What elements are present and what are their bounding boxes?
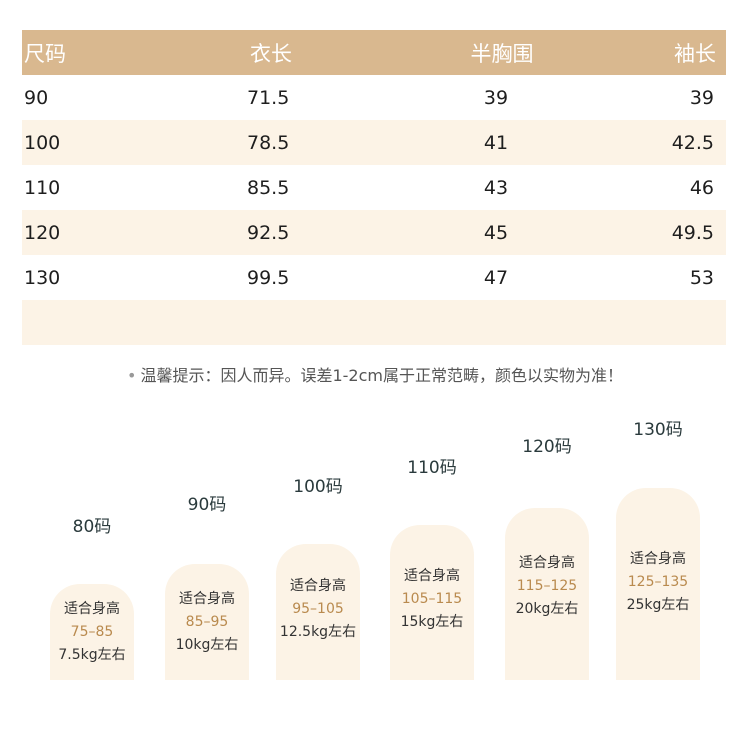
weight-value: 7.5kg左右 [58,647,126,663]
cell-sleeve: 39 [689,86,714,109]
header-sleeve: 袖长 [674,41,716,66]
cell-size: 110 [24,176,61,199]
cell-chest: 47 [483,266,509,289]
height-range: 95–105 [292,601,344,617]
size-pillar: 适合身高 105–115 15kg左右 [390,525,474,680]
header-length: 衣长 [250,41,292,66]
height-range: 75–85 [70,624,114,640]
table-row: 100 78.5 41 42.5 [22,120,726,165]
tip-text: 温馨提示：因人而异。误差1-2cm属于正常范畴，颜色以实物为准！ [140,366,623,385]
fit-height-label: 适合身高 [179,591,235,607]
cell-length: 85.5 [247,176,290,199]
bullet-dot: • [127,366,137,385]
pillar-text: 适合身高 75–85 7.5kg左右 [50,598,134,667]
table-row: 130 99.5 47 53 [22,255,726,300]
cell-chest: 43 [483,176,509,199]
pillar-text: 适合身高 115–125 20kg左右 [505,552,589,621]
weight-value: 12.5kg左右 [279,624,357,640]
pillar-text: 适合身高 105–115 15kg左右 [390,565,474,634]
height-range: 105–115 [401,591,463,607]
size-label: 120码 [522,437,572,457]
fit-height-label: 适合身高 [64,601,120,617]
pillar-text: 适合身高 85–95 10kg左右 [165,588,249,657]
fit-height-label: 适合身高 [290,578,346,594]
header-size: 尺码 [24,41,66,66]
size-guide-column: 80码 适合身高 75–85 7.5kg左右 [50,512,134,680]
cell-size: 120 [24,221,61,244]
fit-height-label: 适合身高 [404,568,460,584]
cell-chest: 39 [483,86,509,109]
cell-length: 71.5 [247,86,290,109]
size-pillar: 适合身高 75–85 7.5kg左右 [50,584,134,680]
fit-height-label: 适合身高 [630,551,686,567]
cell-sleeve: 46 [689,176,714,199]
cell-size: 130 [24,266,61,289]
cell-chest: 45 [483,221,509,244]
weight-value: 20kg左右 [515,601,579,617]
table-row: 110 85.5 43 46 [22,165,726,210]
size-label: 130码 [633,420,683,440]
cell-length: 99.5 [247,266,290,289]
cell-size: 100 [24,131,61,154]
weight-value: 10kg左右 [175,637,239,653]
size-guide-column: 120码 适合身高 115–125 20kg左右 [505,432,589,680]
size-guide-column: 100码 适合身高 95–105 12.5kg左右 [276,472,360,680]
fit-height-label: 适合身高 [519,555,575,571]
size-table-header: 尺码 衣长 半胸围 袖长 [22,30,726,75]
size-guide-column: 110码 适合身高 105–115 15kg左右 [390,453,474,680]
height-range: 85–95 [185,614,229,630]
cell-length: 92.5 [247,221,290,244]
size-pillar: 适合身高 125–135 25kg左右 [616,488,700,680]
weight-value: 15kg左右 [400,614,464,630]
cell-size: 90 [24,86,49,109]
cell-sleeve: 53 [689,266,714,289]
cell-length: 78.5 [247,131,290,154]
size-pillar: 适合身高 115–125 20kg左右 [505,508,589,680]
height-range: 115–125 [516,578,578,594]
size-label: 90码 [187,495,227,515]
size-pillar: 适合身高 95–105 12.5kg左右 [276,544,360,680]
size-guide-column: 130码 适合身高 125–135 25kg左右 [616,415,700,680]
weight-value: 25kg左右 [626,597,690,613]
cell-sleeve: 49.5 [671,221,714,244]
pillar-text: 适合身高 125–135 25kg左右 [616,548,700,617]
header-chest: 半胸围 [470,41,534,66]
table-row: 120 92.5 45 49.5 [22,210,726,255]
table-row: 90 71.5 39 39 [22,75,726,120]
size-pillar: 适合身高 85–95 10kg左右 [165,564,249,680]
size-guide-column: 90码 适合身高 85–95 10kg左右 [165,490,249,680]
size-table: 尺码 衣长 半胸围 袖长 90 71.5 39 39 100 78.5 41 4… [22,30,726,345]
size-label: 110码 [407,458,457,478]
cell-sleeve: 42.5 [671,131,714,154]
height-range: 125–135 [627,574,689,590]
pillar-text: 适合身高 95–105 12.5kg左右 [276,575,360,644]
tip-note: • 温馨提示：因人而异。误差1-2cm属于正常范畴，颜色以实物为准！ [0,362,750,386]
size-label: 100码 [293,477,343,497]
size-label: 80码 [72,517,112,537]
cell-chest: 41 [483,131,509,154]
table-row-empty [22,300,726,345]
